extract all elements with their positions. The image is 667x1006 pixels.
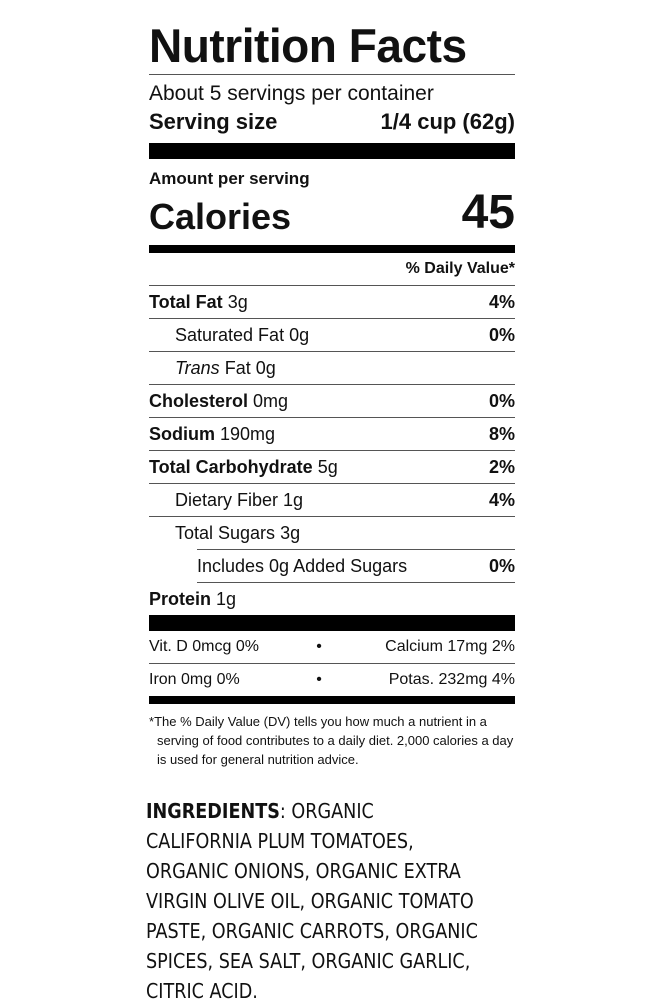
- nutrient-row-trans-fat: Trans Fat 0g: [149, 352, 515, 385]
- nutrient-amount: 0g: [255, 357, 276, 378]
- thick-divider: [149, 143, 515, 159]
- divider: [149, 74, 515, 75]
- nutrient-name: Trans: [175, 357, 220, 378]
- nutrient-dv: 0%: [488, 324, 515, 345]
- nutrient-name: Total Carbohydrate: [149, 456, 313, 477]
- nutrient-amount: 3g: [280, 522, 301, 543]
- nutrient-row-total-fat: Total Fat 3g 4%: [149, 286, 515, 319]
- nutrient-dv: 0%: [488, 555, 515, 576]
- vitamin-right: Potas. 232mg 4%: [388, 671, 515, 688]
- nutrient-amount: 1g: [283, 489, 304, 510]
- nutrient-name: Sodium: [149, 423, 215, 444]
- vitamin-right: Calcium 17mg 2%: [385, 638, 515, 655]
- nutrient-amount: 0mg: [253, 390, 289, 411]
- nutrient-dv: 2%: [488, 456, 515, 477]
- ingredients-heading: INGREDIENTS: [146, 799, 280, 823]
- nutrient-name: Total Fat: [149, 291, 223, 312]
- serving-size-label: Serving size: [149, 109, 278, 134]
- calories-row: Calories 45: [149, 189, 515, 237]
- medium-divider: [149, 245, 515, 253]
- serving-size-value: 1/4 cup (62g): [380, 109, 515, 134]
- nutrient-amount: 190mg: [220, 423, 276, 444]
- nutrient-amount: 3g: [227, 291, 248, 312]
- nutrient-name: Protein: [149, 588, 212, 609]
- footnote-text: The % Daily Value (DV) tells you how muc…: [154, 714, 514, 767]
- nutrition-facts-panel: Nutrition Facts About 5 servings per con…: [149, 18, 515, 769]
- medium-divider: [149, 696, 515, 704]
- nutrient-row-protein: Protein 1g: [149, 583, 515, 615]
- nutrient-dv: 4%: [488, 291, 515, 312]
- nutrient-row-saturated-fat: Saturated Fat 0g 0%: [149, 319, 515, 352]
- vitamin-left: Iron 0mg 0%: [149, 671, 240, 688]
- ingredients-block: INGREDIENTS: ORGANIC CALIFORNIA PLUM TOM…: [146, 796, 480, 1006]
- amount-per-serving: Amount per serving: [149, 169, 310, 188]
- ingredients-text: : ORGANIC CALIFORNIA PLUM TOMATOES, ORGA…: [146, 799, 478, 1003]
- nutrient-row-added-sugars: Includes 0g Added Sugars 0%: [197, 549, 515, 583]
- nutrient-name: Dietary Fiber: [175, 489, 279, 510]
- bullet-separator: •: [316, 671, 322, 688]
- daily-value-header: % Daily Value*: [149, 253, 515, 286]
- bullet-separator: •: [316, 638, 322, 655]
- nutrient-amount: 0g: [289, 324, 310, 345]
- serving-size-row: Serving size 1/4 cup (62g): [149, 107, 515, 137]
- nutrient-row-sodium: Sodium 190mg 8%: [149, 418, 515, 451]
- nutrient-name: Cholesterol: [149, 390, 249, 411]
- nutrient-dv: 4%: [488, 489, 515, 510]
- footnote-marker: *: [149, 714, 155, 729]
- servings-per-container: About 5 servings per container: [149, 82, 434, 105]
- nutrient-row-total-carbohydrate: Total Carbohydrate 5g 2%: [149, 451, 515, 484]
- label-title: Nutrition Facts: [149, 19, 467, 72]
- vitamin-left: Vit. D 0mcg 0%: [149, 638, 259, 655]
- nutrient-name: Includes 0g Added Sugars: [197, 555, 408, 576]
- footnote: *The % Daily Value (DV) tells you how mu…: [149, 712, 515, 769]
- calories-value: 45: [461, 186, 515, 239]
- nutrient-dv: 8%: [488, 423, 515, 444]
- thick-divider: [149, 615, 515, 631]
- nutrient-name: Saturated Fat: [175, 324, 285, 345]
- nutrient-row-cholesterol: Cholesterol 0mg 0%: [149, 385, 515, 418]
- nutrient-row-total-sugars: Total Sugars 3g: [149, 517, 515, 549]
- nutrient-dv: 0%: [488, 390, 515, 411]
- calories-label: Calories: [149, 196, 292, 237]
- nutrient-name-suffix: Fat: [224, 357, 251, 378]
- nutrient-row-dietary-fiber: Dietary Fiber 1g 4%: [149, 484, 515, 517]
- vitamin-row: Vit. D 0mcg 0% • Calcium 17mg 2%: [149, 631, 515, 664]
- nutrient-name: Total Sugars: [175, 522, 276, 543]
- vitamin-row: Iron 0mg 0% • Potas. 232mg 4%: [149, 664, 515, 696]
- nutrient-amount: 5g: [317, 456, 338, 477]
- nutrient-amount: 1g: [216, 588, 237, 609]
